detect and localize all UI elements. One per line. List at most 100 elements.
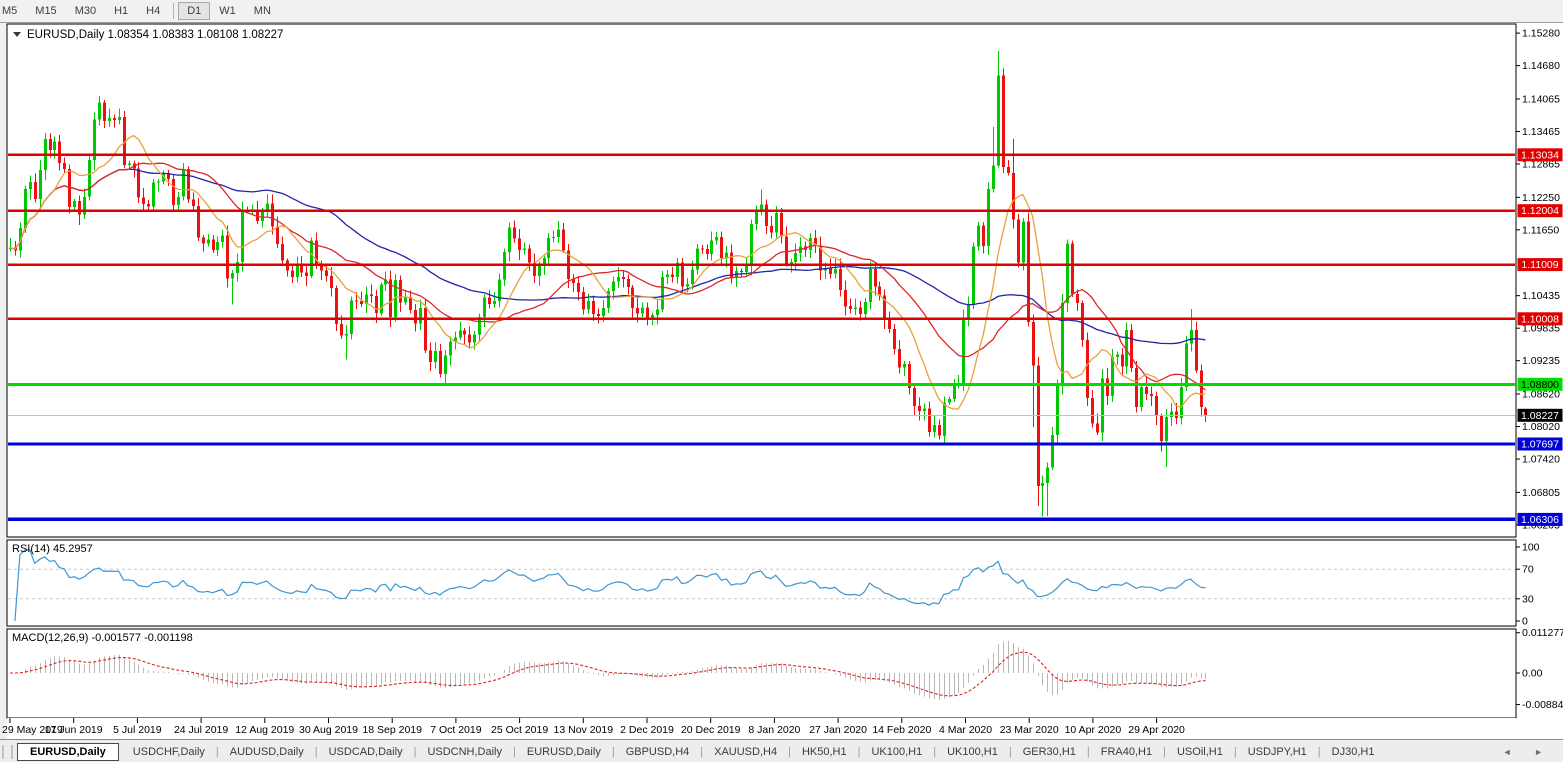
candle-body — [607, 291, 610, 308]
candle-body — [182, 169, 185, 197]
toolbar-separator — [173, 3, 175, 19]
chart-tab-3[interactable]: USDCAD,Daily — [328, 745, 403, 758]
chart-tab-14[interactable]: USDJPY,H1 — [1247, 745, 1307, 758]
candle-body — [908, 364, 911, 388]
candle-body — [1101, 378, 1104, 433]
price-tick-label: 1.14680 — [1522, 60, 1560, 72]
chart-tab-13[interactable]: USOil,H1 — [1176, 745, 1223, 758]
candle-body — [1125, 330, 1128, 367]
candle-body — [770, 226, 773, 233]
chart-tab-0[interactable]: EURUSD,Daily — [17, 742, 119, 761]
timeframe-button-h1[interactable]: H1 — [114, 5, 129, 17]
timeframe-button-m15[interactable]: M15 — [35, 5, 57, 17]
date-label: 30 Aug 2019 — [299, 724, 358, 736]
candle-body — [562, 229, 565, 251]
candle-body — [404, 297, 407, 303]
candle-body — [997, 75, 1000, 166]
candle-body — [498, 279, 501, 301]
timeframe-button-w1[interactable]: W1 — [219, 5, 236, 17]
candle-body — [1155, 396, 1158, 416]
candle-body — [1037, 365, 1040, 487]
candle-body — [814, 238, 817, 246]
price-tick-label: 1.15280 — [1522, 28, 1560, 40]
main-chart-panel — [6, 23, 1517, 538]
candle-body — [864, 301, 867, 314]
candle-body — [325, 270, 328, 276]
timeframe-button-mn[interactable]: MN — [253, 5, 271, 17]
candle-body — [315, 240, 318, 265]
candle-body — [1081, 303, 1084, 340]
candle-body — [1195, 330, 1198, 371]
chart-tab-6[interactable]: GBPUSD,H4 — [625, 745, 690, 758]
date-label: 24 Jul 2019 — [174, 724, 228, 736]
candle-body — [874, 268, 877, 287]
candle-body — [439, 351, 442, 374]
price-tick-label: 1.06805 — [1522, 487, 1560, 499]
chart-tab-10[interactable]: UK100,H1 — [947, 745, 998, 758]
candle-body — [740, 271, 743, 273]
tab-separator: | — [513, 745, 516, 758]
candle-body — [399, 280, 402, 303]
candle-body — [444, 355, 447, 374]
chart-tab-4[interactable]: USDCNH,Daily — [427, 745, 502, 758]
candle-body — [809, 238, 812, 250]
timeframe-button-d1[interactable]: D1 — [178, 2, 211, 20]
candle-body — [83, 196, 86, 215]
candle-body — [207, 239, 210, 244]
date-label: 25 Oct 2019 — [491, 724, 548, 736]
symbol-dropdown-icon[interactable] — [13, 32, 21, 37]
tab-separator: | — [1317, 745, 1321, 758]
macd-tick-label: -0.008845 — [1522, 699, 1563, 711]
date-label: 23 Mar 2020 — [1000, 724, 1059, 736]
timeframe-button-h4[interactable]: H4 — [146, 5, 161, 17]
candle-body — [93, 119, 96, 160]
candle-body — [725, 252, 728, 258]
date-label: 7 Oct 2019 — [430, 724, 482, 736]
candle-body — [518, 238, 521, 250]
date-axis-strip — [7, 718, 1516, 739]
candle-body — [1007, 167, 1010, 173]
price-tick-label: 1.08020 — [1522, 421, 1560, 433]
candle-body — [266, 203, 269, 212]
candle-body — [142, 197, 145, 204]
chart-tab-15[interactable]: DJ30,H1 — [1331, 745, 1375, 758]
chart-tab-9[interactable]: UK100,H1 — [871, 745, 923, 758]
candle-body — [883, 295, 886, 320]
date-label: 8 Jan 2020 — [748, 724, 800, 736]
price-badge-label: 1.07697 — [1521, 439, 1559, 451]
chart-tab-8[interactable]: HK50,H1 — [801, 745, 847, 758]
candle-body — [1150, 394, 1153, 397]
candle-body — [463, 330, 466, 335]
date-label: 29 Apr 2020 — [1128, 724, 1185, 736]
candle-body — [202, 237, 205, 244]
candle-body — [73, 201, 76, 208]
chart-tab-7[interactable]: XAUUSD,H4 — [714, 745, 778, 758]
candle-body — [557, 229, 560, 237]
candle-body — [1096, 423, 1099, 433]
chart-tab-5[interactable]: EURUSD,Daily — [526, 745, 601, 758]
candle-body — [987, 189, 990, 247]
candle-body — [226, 235, 229, 279]
timeframe-button-m5[interactable]: M5 — [2, 5, 18, 17]
tab-separator: | — [611, 745, 615, 758]
chart-tab-12[interactable]: FRA40,H1 — [1100, 745, 1153, 758]
tab-scroll-arrows-icon[interactable]: ◄ ► — [1502, 746, 1553, 757]
candle-body — [1160, 415, 1163, 442]
tab-separator: | — [413, 745, 417, 758]
macd-tick-label: 0.011277 — [1522, 627, 1563, 639]
candle-body — [340, 324, 343, 336]
candle-body — [834, 268, 837, 274]
price-tick-label: 1.13465 — [1522, 126, 1560, 138]
candle-body — [572, 279, 575, 283]
chart-tab-11[interactable]: GER30,H1 — [1022, 745, 1076, 758]
chart-tab-1[interactable]: USDCHF,Daily — [132, 745, 205, 758]
timeframe-button-m30[interactable]: M30 — [74, 5, 97, 17]
price-axis[interactable]: 1.15280 1.14680 1.14065 1.13465 1.12865 1.122… — [1516, 28, 1563, 712]
candle-body — [953, 383, 956, 399]
candle-body — [58, 141, 61, 164]
candle-body — [547, 238, 550, 258]
chart-tab-2[interactable]: AUDUSD,Daily — [229, 745, 304, 758]
candle-body — [627, 279, 630, 288]
date-label: 18 Sep 2019 — [362, 724, 422, 736]
